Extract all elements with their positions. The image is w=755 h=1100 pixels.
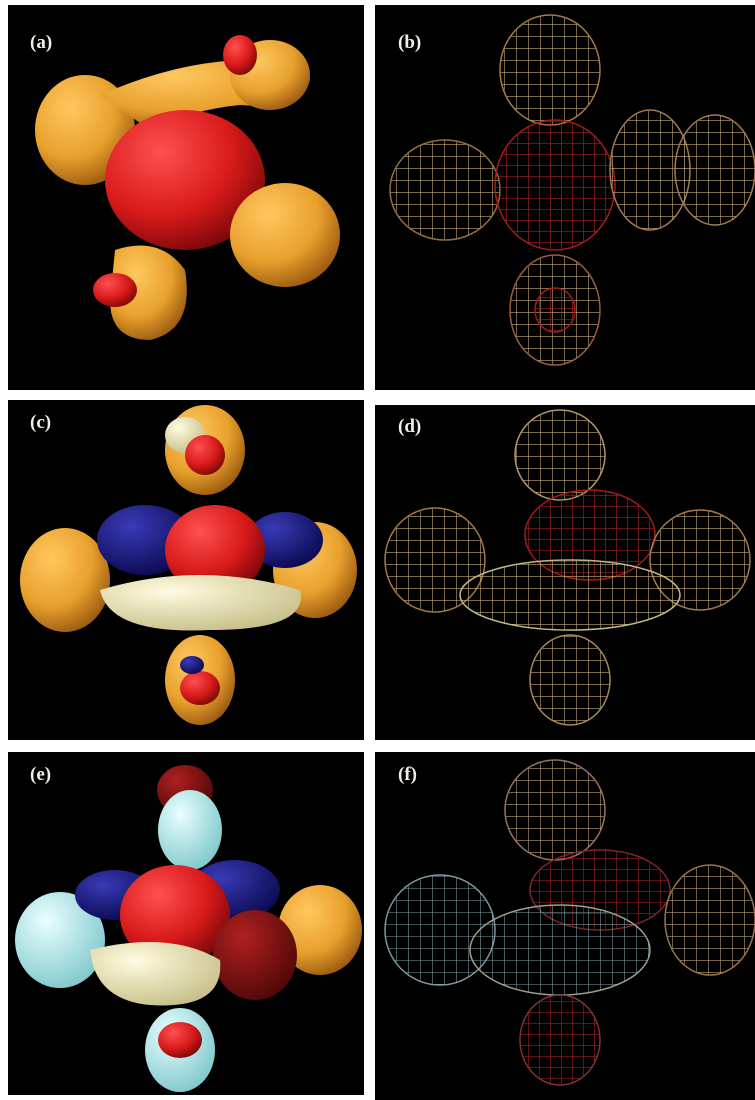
panel-label: (c) — [30, 412, 51, 433]
panel-a: (a) — [8, 5, 364, 390]
panel-b: (b) — [375, 5, 755, 390]
panel-e: (e) — [8, 752, 364, 1095]
panel-d: (d) — [375, 405, 755, 740]
panel-label: (d) — [398, 416, 421, 437]
figure: (a) (b) (c) — [0, 0, 755, 1100]
panel-label: (f) — [398, 764, 417, 785]
panel-label: (b) — [398, 32, 421, 53]
panel-label: (e) — [30, 764, 51, 785]
panel-label: (a) — [30, 32, 52, 53]
panel-c: (c) — [8, 400, 364, 740]
panel-f: (f) — [375, 752, 755, 1100]
